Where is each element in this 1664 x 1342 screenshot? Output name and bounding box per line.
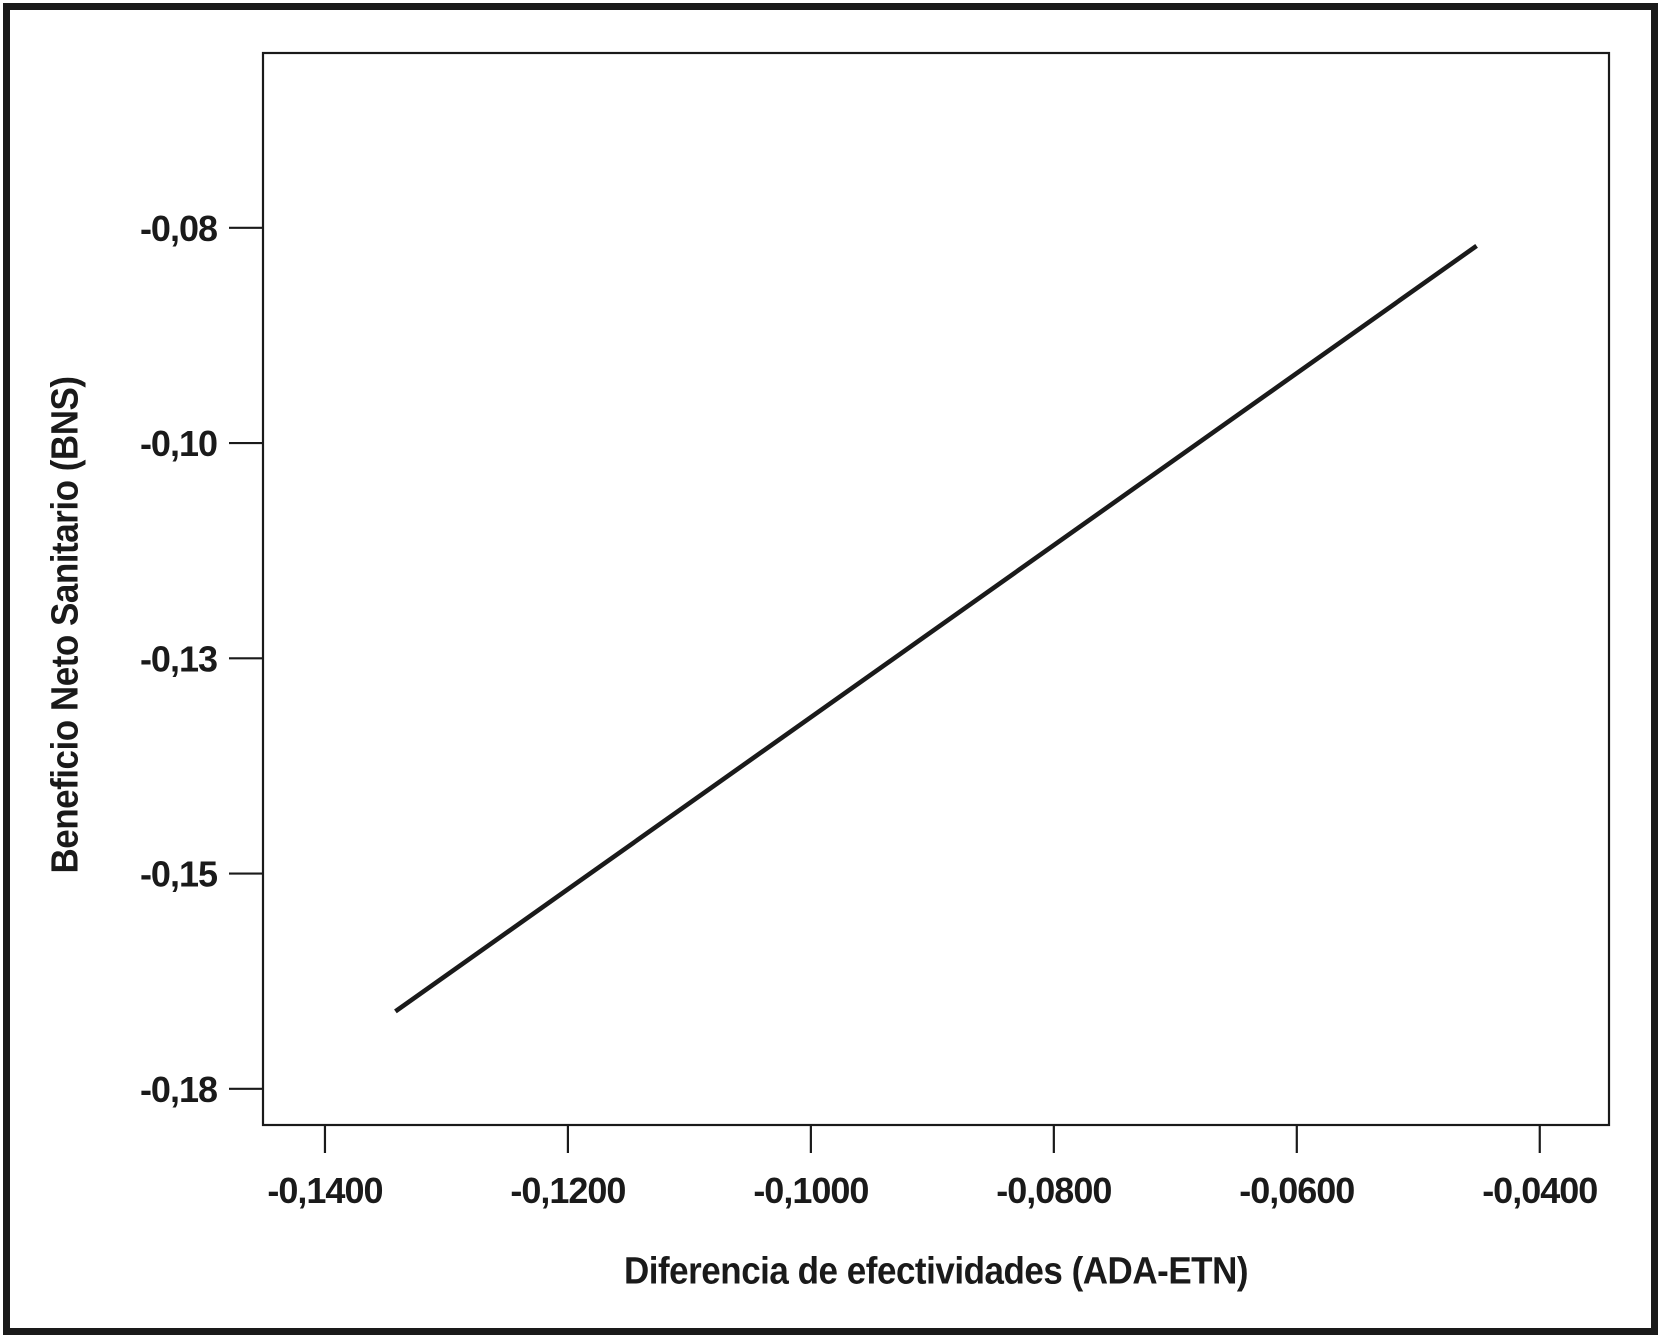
y-tick-label: -0,18: [140, 1069, 217, 1110]
x-tick-label: -0,1400: [267, 1170, 382, 1211]
x-tick-label: -0,0800: [996, 1170, 1111, 1211]
x-tick-label: -0,1000: [753, 1170, 868, 1211]
series-line: [394, 243, 1478, 1014]
x-tick-label: -0,1200: [510, 1170, 625, 1211]
x-tick-label: -0,0400: [1482, 1170, 1597, 1211]
y-tick-label: -0,15: [140, 854, 218, 895]
x-axis-title: Diferencia de efectividades (ADA-ETN): [623, 1250, 1249, 1293]
x-tick-label: -0,0600: [1239, 1170, 1354, 1211]
y-axis-title: Beneficio Neto Sanitario (BNS): [44, 376, 87, 874]
y-tick-label: -0,08: [140, 208, 217, 249]
y-tick-label: -0,13: [140, 638, 217, 679]
y-tick-label: -0,10: [140, 423, 217, 464]
